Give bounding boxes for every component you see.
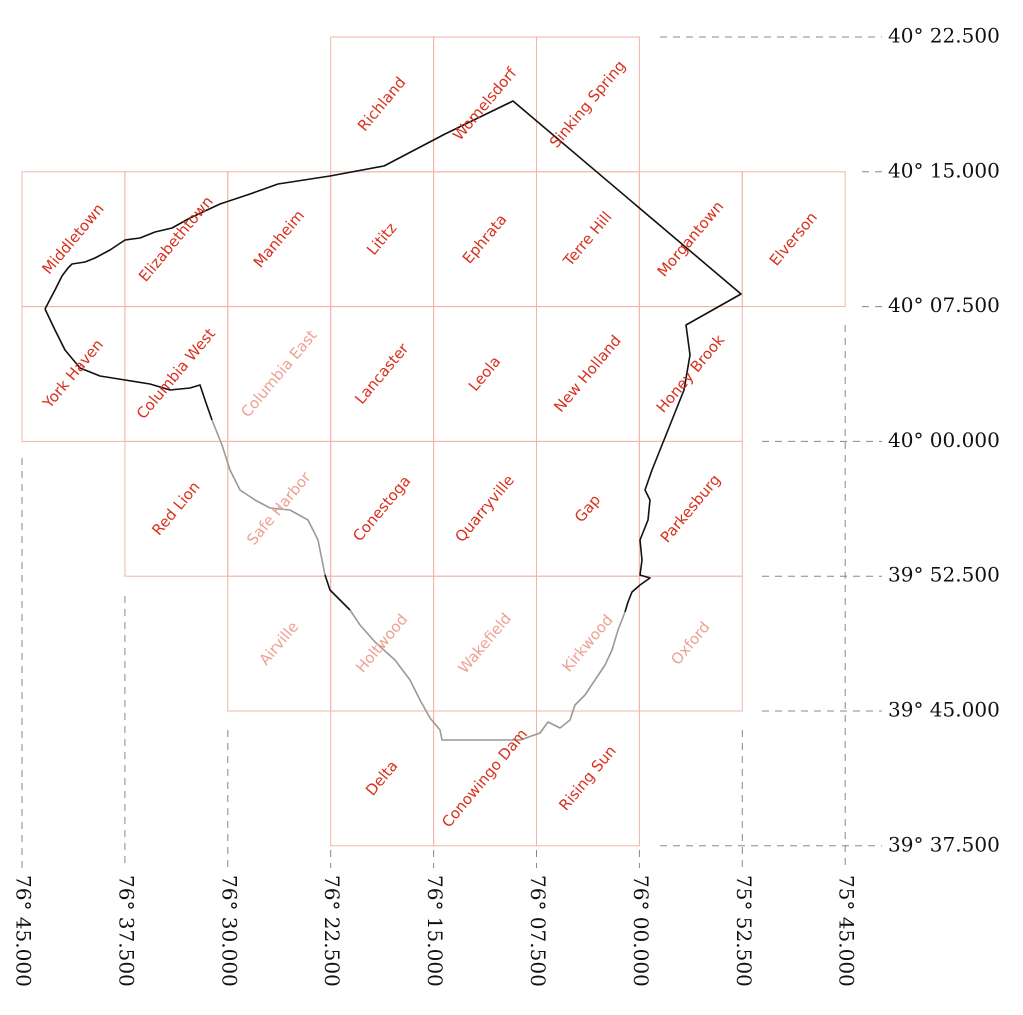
latitude-label: 39° 37.500 bbox=[888, 832, 1000, 856]
latitude-axis: 40° 22.500 40° 15.000 40° 07.500 40° 00.000… bbox=[888, 24, 1000, 857]
longitude-label: 76° 07.500 bbox=[526, 875, 550, 987]
county-boundary-south bbox=[349, 609, 626, 741]
quadrangle-label: Kirkwood bbox=[558, 611, 616, 675]
longitude-label: 76° 45.000 bbox=[12, 875, 36, 987]
latitude-label: 39° 52.500 bbox=[888, 563, 1000, 587]
quadrangle-label: Elverson bbox=[766, 208, 821, 269]
graticule-ticks bbox=[21, 36, 882, 868]
county-boundary-southwest bbox=[324, 574, 351, 611]
quadrangle-label: Columbia East bbox=[237, 326, 320, 420]
quadrangle-label: Sinking Spring bbox=[546, 57, 629, 152]
longitude-label: 76° 37.500 bbox=[114, 875, 138, 987]
longitude-label: 75° 52.500 bbox=[732, 875, 756, 987]
county-boundary-north bbox=[44, 100, 742, 613]
longitude-label: 76° 00.000 bbox=[629, 875, 653, 987]
quadrangle-label: Airville bbox=[256, 618, 303, 669]
quadrangle-label: Womelsdorf bbox=[449, 64, 521, 144]
quadrangle-label: Quarryville bbox=[451, 471, 518, 545]
latitude-label: 40° 00.000 bbox=[888, 428, 1000, 452]
quadrangle-cell bbox=[741, 171, 846, 308]
quadrangle-label: Delta bbox=[362, 757, 402, 799]
county-boundary-west-faded bbox=[211, 419, 326, 576]
quadrangle-cell bbox=[638, 575, 743, 712]
quadrangle-label: Columbia West bbox=[133, 325, 219, 423]
quadrangle-label: Ephrata bbox=[459, 211, 511, 268]
quadrangle-label: Honey Brook bbox=[653, 331, 729, 416]
longitude-label: 75° 45.000 bbox=[835, 875, 859, 987]
quadrangle-label: Elizabethtown bbox=[135, 193, 217, 286]
quadrangle-label: Rising Sun bbox=[555, 742, 620, 814]
quadrangle-label: Morgantown bbox=[654, 197, 728, 280]
latitude-label: 40° 07.500 bbox=[888, 293, 1000, 317]
latitude-label: 40° 22.500 bbox=[888, 24, 1000, 48]
county-boundary-west bbox=[44, 308, 213, 421]
quadrangle-label: Leola bbox=[465, 353, 504, 395]
quadrangle-labels: Richland Womelsdorf Sinking Spring Middleto… bbox=[38, 57, 821, 831]
quadrangle-label: Lancaster bbox=[351, 339, 413, 408]
quadrangle-label: Lititz bbox=[363, 219, 400, 258]
quadrangle-label: Red Lion bbox=[148, 478, 203, 539]
quadrangle-label: Terre Hill bbox=[559, 208, 615, 270]
longitude-label: 76° 15.000 bbox=[423, 875, 447, 987]
quadrangle-label: Oxford bbox=[667, 618, 713, 668]
longitude-label: 76° 30.000 bbox=[217, 875, 241, 987]
latitude-label: 39° 45.000 bbox=[888, 698, 1000, 722]
quadrangle-cell bbox=[536, 710, 640, 847]
quadrangle-label: Manheim bbox=[250, 207, 308, 272]
quadrangle-label: Middletown bbox=[38, 200, 107, 278]
quadrangle-label: Conowingo Dam bbox=[438, 725, 531, 831]
quadrangle-label: Richland bbox=[354, 73, 409, 134]
quadrangle-label: Safe Harbor bbox=[243, 468, 315, 549]
quadrangle-grid bbox=[21, 36, 846, 847]
latitude-label: 40° 15.000 bbox=[888, 158, 1000, 182]
quadrangle-label: Conestoga bbox=[349, 472, 414, 545]
quadrangle-label: New Holland bbox=[550, 332, 625, 416]
quadrangle-label: Wakefield bbox=[454, 610, 515, 677]
longitude-label: 76° 22.500 bbox=[320, 875, 344, 987]
quadrangle-label: Gap bbox=[571, 491, 604, 526]
county-boundary bbox=[44, 100, 742, 741]
quadrangle-label: Holtwood bbox=[352, 610, 411, 676]
longitude-axis: 76° 45.000 76° 37.500 76° 30.000 76° 22.500… bbox=[12, 875, 859, 987]
quadrangle-label: Parkesburg bbox=[657, 471, 724, 546]
